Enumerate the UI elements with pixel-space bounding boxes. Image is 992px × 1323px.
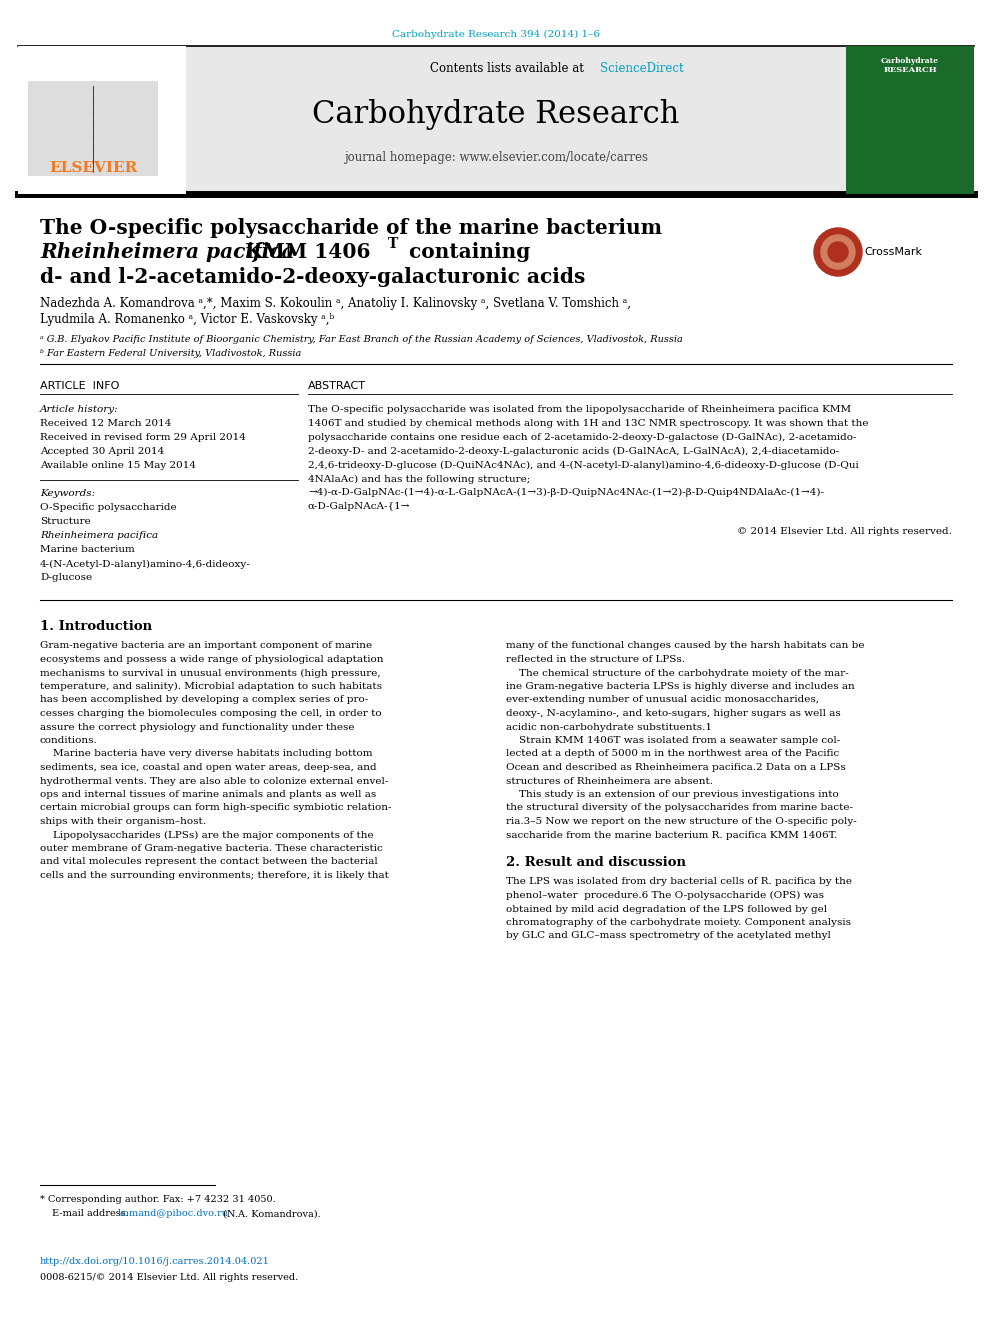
Text: ARTICLE  INFO: ARTICLE INFO [40, 381, 119, 392]
Text: Structure: Structure [40, 517, 90, 527]
Text: Nadezhda A. Komandrova ᵃ,*, Maxim S. Kokoulin ᵃ, Anatoliy I. Kalinovsky ᵃ, Svetl: Nadezhda A. Komandrova ᵃ,*, Maxim S. Kok… [40, 298, 631, 311]
Text: conditions.: conditions. [40, 736, 98, 745]
Text: ELSEVIER: ELSEVIER [49, 161, 137, 175]
Text: ABSTRACT: ABSTRACT [308, 381, 366, 392]
Circle shape [814, 228, 862, 277]
Text: Carbohydrate Research 394 (2014) 1–6: Carbohydrate Research 394 (2014) 1–6 [392, 29, 600, 38]
Text: Rheinheimera pacifica: Rheinheimera pacifica [40, 532, 158, 541]
Text: The O-specific polysaccharide was isolated from the lipopolysaccharide of Rheinh: The O-specific polysaccharide was isolat… [308, 406, 851, 414]
Text: Carbohydrate Research: Carbohydrate Research [312, 98, 680, 130]
Text: hydrothermal vents. They are also able to colonize external envel-: hydrothermal vents. They are also able t… [40, 777, 389, 786]
Text: Lipopolysaccharides (LPSs) are the major components of the: Lipopolysaccharides (LPSs) are the major… [40, 831, 374, 840]
FancyBboxPatch shape [28, 81, 158, 176]
Text: T: T [388, 237, 398, 251]
Text: 4NAlaAc) and has the following structure;: 4NAlaAc) and has the following structure… [308, 475, 531, 484]
Text: ᵃ G.B. Elyakov Pacific Institute of Bioorganic Chemistry, Far East Branch of the: ᵃ G.B. Elyakov Pacific Institute of Bioo… [40, 336, 682, 344]
Text: phenol–water  procedure.6 The O-polysaccharide (OPS) was: phenol–water procedure.6 The O-polysacch… [506, 890, 824, 900]
Text: Carbohydrate: Carbohydrate [881, 57, 939, 65]
Text: has been accomplished by developing a complex series of pro-: has been accomplished by developing a co… [40, 696, 368, 705]
Text: Rheinheimera pacifica: Rheinheimera pacifica [40, 242, 295, 262]
Text: CrossMark: CrossMark [864, 247, 922, 257]
FancyBboxPatch shape [18, 46, 974, 194]
Text: by GLC and GLC–mass spectrometry of the acetylated methyl: by GLC and GLC–mass spectrometry of the … [506, 931, 831, 941]
Text: Strain KMM 1406T was isolated from a seawater sample col-: Strain KMM 1406T was isolated from a sea… [506, 736, 840, 745]
Text: 1406T and studied by chemical methods along with 1H and 13C NMR spectroscopy. It: 1406T and studied by chemical methods al… [308, 419, 869, 429]
Text: ine Gram-negative bacteria LPSs is highly diverse and includes an: ine Gram-negative bacteria LPSs is highl… [506, 681, 855, 691]
Text: and vital molecules represent the contact between the bacterial: and vital molecules represent the contac… [40, 857, 378, 867]
Text: Article history:: Article history: [40, 406, 119, 414]
Text: outer membrane of Gram-negative bacteria. These characteristic: outer membrane of Gram-negative bacteria… [40, 844, 383, 853]
Text: sediments, sea ice, coastal and open water areas, deep-sea, and: sediments, sea ice, coastal and open wat… [40, 763, 377, 773]
Text: ever-extending number of unusual acidic monosaccharides,: ever-extending number of unusual acidic … [506, 696, 819, 705]
Text: 1. Introduction: 1. Introduction [40, 619, 152, 632]
Text: Gram-negative bacteria are an important component of marine: Gram-negative bacteria are an important … [40, 642, 372, 651]
Text: © 2014 Elsevier Ltd. All rights reserved.: © 2014 Elsevier Ltd. All rights reserved… [737, 528, 952, 537]
Text: reflected in the structure of LPSs.: reflected in the structure of LPSs. [506, 655, 685, 664]
Text: ops and internal tissues of marine animals and plants as well as: ops and internal tissues of marine anima… [40, 790, 376, 799]
Circle shape [828, 242, 848, 262]
Text: Received in revised form 29 April 2014: Received in revised form 29 April 2014 [40, 434, 246, 442]
Text: D-glucose: D-glucose [40, 573, 92, 582]
Text: temperature, and salinity). Microbial adaptation to such habitats: temperature, and salinity). Microbial ad… [40, 681, 382, 691]
Text: polysaccharide contains one residue each of 2-acetamido-2-deoxy-D-galactose (D-G: polysaccharide contains one residue each… [308, 433, 856, 442]
Text: many of the functional changes caused by the harsh habitats can be: many of the functional changes caused by… [506, 642, 864, 651]
Text: 2,4,6-trideoxy-D-glucose (D-QuiNAc4NAc), and 4-(N-acetyl-D-alanyl)amino-4,6-dide: 2,4,6-trideoxy-D-glucose (D-QuiNAc4NAc),… [308, 460, 859, 470]
Text: O-Specific polysaccharide: O-Specific polysaccharide [40, 504, 177, 512]
Text: deoxy-, N-acylamino-, and keto-sugars, higher sugars as well as: deoxy-, N-acylamino-, and keto-sugars, h… [506, 709, 841, 718]
Text: certain microbial groups can form high-specific symbiotic relation-: certain microbial groups can form high-s… [40, 803, 392, 812]
Text: lected at a depth of 5000 m in the northwest area of the Pacific: lected at a depth of 5000 m in the north… [506, 750, 839, 758]
Text: http://dx.doi.org/10.1016/j.carres.2014.04.021: http://dx.doi.org/10.1016/j.carres.2014.… [40, 1257, 270, 1266]
Circle shape [821, 235, 855, 269]
Text: ᵇ Far Eastern Federal University, Vladivostok, Russia: ᵇ Far Eastern Federal University, Vladiv… [40, 348, 302, 357]
Text: Available online 15 May 2014: Available online 15 May 2014 [40, 462, 196, 471]
Text: The LPS was isolated from dry bacterial cells of R. pacifica by the: The LPS was isolated from dry bacterial … [506, 877, 852, 886]
Text: This study is an extension of our previous investigations into: This study is an extension of our previo… [506, 790, 839, 799]
Text: d- and l-2-acetamido-2-deoxy-galacturonic acids: d- and l-2-acetamido-2-deoxy-galacturoni… [40, 267, 585, 287]
Text: ScienceDirect: ScienceDirect [600, 61, 683, 74]
FancyBboxPatch shape [846, 46, 974, 194]
Text: containing: containing [402, 242, 531, 262]
Text: structures of Rheinheimera are absent.: structures of Rheinheimera are absent. [506, 777, 713, 786]
Text: Ocean and described as Rheinheimera pacifica.2 Data on a LPSs: Ocean and described as Rheinheimera paci… [506, 763, 846, 773]
Text: journal homepage: www.elsevier.com/locate/carres: journal homepage: www.elsevier.com/locat… [344, 152, 648, 164]
Text: 0008-6215/© 2014 Elsevier Ltd. All rights reserved.: 0008-6215/© 2014 Elsevier Ltd. All right… [40, 1274, 299, 1282]
Text: acidic non-carbohydrate substituents.1: acidic non-carbohydrate substituents.1 [506, 722, 712, 732]
Text: chromatography of the carbohydrate moiety. Component analysis: chromatography of the carbohydrate moiet… [506, 918, 851, 927]
Text: Lyudmila A. Romanenko ᵃ, Victor E. Vaskovsky ᵃ,ᵇ: Lyudmila A. Romanenko ᵃ, Victor E. Vasko… [40, 314, 334, 327]
Text: saccharide from the marine bacterium R. pacifica KMM 1406T.: saccharide from the marine bacterium R. … [506, 831, 837, 840]
Text: * Corresponding author. Fax: +7 4232 31 4050.: * Corresponding author. Fax: +7 4232 31 … [40, 1196, 276, 1204]
Text: Keywords:: Keywords: [40, 490, 95, 499]
Text: cells and the surrounding environments; therefore, it is likely that: cells and the surrounding environments; … [40, 871, 389, 880]
Text: Received 12 March 2014: Received 12 March 2014 [40, 419, 172, 429]
Text: obtained by mild acid degradation of the LPS followed by gel: obtained by mild acid degradation of the… [506, 905, 827, 913]
Text: Marine bacterium: Marine bacterium [40, 545, 135, 554]
Text: mechanisms to survival in unusual environments (high pressure,: mechanisms to survival in unusual enviro… [40, 668, 381, 677]
Text: The O-specific polysaccharide of the marine bacterium: The O-specific polysaccharide of the mar… [40, 218, 662, 238]
Text: RESEARCH: RESEARCH [883, 66, 936, 74]
Text: 2. Result and discussion: 2. Result and discussion [506, 856, 686, 868]
Text: cesses charging the biomolecules composing the cell, in order to: cesses charging the biomolecules composi… [40, 709, 382, 718]
Text: assure the correct physiology and functionality under these: assure the correct physiology and functi… [40, 722, 354, 732]
Text: →4)-α-D-GalpNAc-(1→4)-α-L-GalpNAcA-(1→3)-β-D-QuipNAc4NAc-(1→2)-β-D-Quip4NDAlaAc-: →4)-α-D-GalpNAc-(1→4)-α-L-GalpNAcA-(1→3)… [308, 488, 824, 497]
Text: Marine bacteria have very diverse habitats including bottom: Marine bacteria have very diverse habita… [40, 750, 373, 758]
Text: ecosystems and possess a wide range of physiological adaptation: ecosystems and possess a wide range of p… [40, 655, 384, 664]
Text: α-D-GalpNAcA-{1→: α-D-GalpNAcA-{1→ [308, 503, 411, 511]
Text: (N.A. Komandrova).: (N.A. Komandrova). [220, 1209, 320, 1218]
Text: The chemical structure of the carbohydrate moiety of the mar-: The chemical structure of the carbohydra… [506, 668, 849, 677]
Text: KMM 1406: KMM 1406 [238, 242, 370, 262]
Text: Contents lists available at: Contents lists available at [430, 61, 587, 74]
Text: 4-(N-Acetyl-D-alanyl)amino-4,6-dideoxy-: 4-(N-Acetyl-D-alanyl)amino-4,6-dideoxy- [40, 560, 251, 569]
FancyBboxPatch shape [18, 46, 186, 194]
Text: ria.3–5 Now we report on the new structure of the O-specific poly-: ria.3–5 Now we report on the new structu… [506, 818, 857, 826]
Text: komand@piboc.dvo.ru: komand@piboc.dvo.ru [118, 1209, 229, 1218]
Text: E-mail address:: E-mail address: [52, 1209, 132, 1218]
Text: ships with their organism–host.: ships with their organism–host. [40, 818, 206, 826]
Text: 2-deoxy-D- and 2-acetamido-2-deoxy-L-galacturonic acids (D-GalNAcA, L-GalNAcA), : 2-deoxy-D- and 2-acetamido-2-deoxy-L-gal… [308, 447, 839, 456]
Text: Accepted 30 April 2014: Accepted 30 April 2014 [40, 447, 165, 456]
Text: the structural diversity of the polysaccharides from marine bacte-: the structural diversity of the polysacc… [506, 803, 853, 812]
